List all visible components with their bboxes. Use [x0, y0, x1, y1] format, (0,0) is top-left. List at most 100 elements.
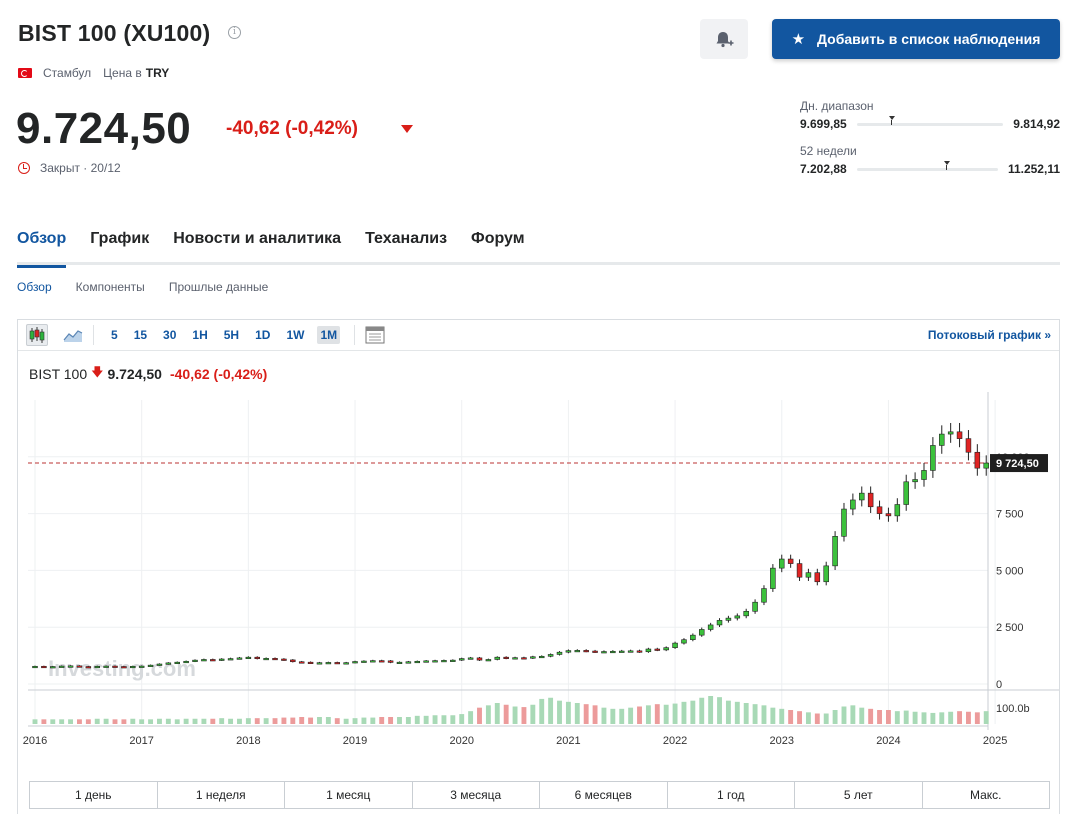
volume-bar — [957, 711, 962, 724]
candle-body — [796, 563, 803, 578]
currency-value: TRY — [145, 66, 170, 80]
subtab-overview[interactable]: Обзор — [17, 280, 52, 294]
range-6m-button[interactable]: 6 месяцев — [540, 782, 668, 808]
x-tick-label: 2024 — [876, 735, 900, 747]
candle-body — [867, 492, 874, 508]
volume-bar — [761, 705, 767, 724]
volume-bar — [139, 719, 145, 724]
volume-bar — [334, 718, 340, 724]
market-status-text: Закрыт · 20/12 — [40, 161, 121, 175]
volume-bar — [32, 719, 38, 724]
volume-bar — [610, 708, 616, 724]
candle-body — [805, 572, 812, 578]
tab-news-analytics[interactable]: Новости и аналитика — [173, 230, 342, 247]
currency-label: Цена в — [103, 66, 142, 80]
interval-30[interactable]: 30 — [163, 328, 177, 342]
star-icon: ★ — [791, 31, 806, 48]
volume-bar — [263, 718, 269, 724]
x-tick-label: 2021 — [556, 735, 580, 747]
info-icon[interactable]: i — [228, 26, 241, 39]
candle-body — [387, 660, 394, 663]
interval-5[interactable]: 5 — [111, 328, 118, 342]
add-to-watchlist-button[interactable]: ★ Добавить в список наблюдения — [772, 19, 1060, 59]
candle-body — [912, 479, 918, 483]
chart-change: -40,62 (-0,42%) — [169, 365, 268, 382]
volume-bar — [734, 701, 740, 724]
range-3m-button[interactable]: 3 месяца — [413, 782, 540, 808]
volume-bar — [877, 710, 882, 724]
volume-bar — [717, 697, 722, 724]
candle-body — [147, 664, 154, 667]
week52-range-label: 52 недели — [800, 144, 857, 158]
current-price-tag — [990, 454, 1048, 473]
range-1m-button[interactable]: 1 месяц — [285, 782, 413, 808]
volume-bar — [512, 706, 518, 724]
area-type-button[interactable] — [62, 324, 84, 346]
volume-bar — [94, 718, 100, 724]
volume-bar — [397, 717, 402, 724]
candle-body — [530, 656, 536, 659]
candle-body — [67, 665, 74, 668]
volume-bar — [583, 704, 589, 724]
live-chart-link[interactable]: Потоковый график » — [927, 328, 1051, 342]
volume-bar — [361, 717, 367, 724]
volume-bar — [157, 718, 162, 724]
candle-body — [316, 662, 323, 665]
volume-bar — [912, 711, 918, 724]
volume-bar — [68, 719, 74, 724]
price-chart[interactable]: 2016 2017 2018 2019 2020 2021 2022 2023 2024 2025… — [18, 392, 1059, 752]
candle-body — [707, 624, 714, 630]
volume-bar — [423, 715, 429, 724]
candle-body — [458, 658, 465, 661]
interval-1h[interactable]: 1H — [192, 328, 208, 342]
candle-body — [974, 451, 981, 469]
candle-body — [538, 655, 545, 659]
volume-bar — [850, 705, 856, 724]
chart-settings-button[interactable] — [364, 324, 386, 346]
range-1y-button[interactable]: 1 год — [668, 782, 795, 808]
volume-bar — [752, 704, 758, 724]
candle-body — [112, 665, 118, 668]
candle-body — [76, 665, 83, 668]
day-range-marker — [888, 115, 895, 125]
interval-1w[interactable]: 1W — [286, 328, 305, 342]
volume-bar — [201, 718, 207, 724]
volume-bar — [948, 711, 954, 724]
day-range-low: 9.699,85 — [800, 117, 847, 131]
candle-body — [814, 572, 821, 583]
interval-1m[interactable]: 1M — [317, 326, 341, 344]
candle-body — [494, 656, 501, 660]
tab-overview[interactable]: Обзор — [17, 228, 67, 268]
candlestick-type-button[interactable] — [26, 324, 48, 346]
subtab-components[interactable]: Компоненты — [75, 280, 145, 294]
instrument-meta: Стамбул Цена в TRY — [18, 66, 169, 80]
subtab-historical[interactable]: Прошлые данные — [168, 280, 269, 294]
volume-bar — [823, 713, 829, 724]
range-5y-button[interactable]: 5 лет — [795, 782, 923, 808]
volume-bar — [308, 717, 314, 724]
candle-body — [130, 665, 136, 669]
interval-5h[interactable]: 5H — [223, 328, 240, 342]
volume-bar — [965, 711, 971, 724]
candle-body — [272, 658, 278, 661]
range-1d-button[interactable]: 1 день — [30, 782, 158, 808]
interval-1d[interactable]: 1D — [255, 328, 271, 342]
tab-forum[interactable]: Форум — [471, 230, 525, 247]
create-alert-button[interactable] — [700, 19, 748, 59]
candle-body — [716, 620, 723, 626]
down-arrow-icon — [401, 125, 413, 133]
candle-body — [770, 567, 776, 589]
x-tick-label: 2022 — [663, 735, 687, 747]
tab-chart[interactable]: График — [90, 230, 150, 247]
chart-toolbar: 5 15 30 1H 5H 1D 1W 1M Потоковый график … — [18, 320, 1059, 351]
candle-body — [254, 656, 260, 659]
volume-bar — [379, 717, 385, 724]
candle-body — [592, 650, 598, 653]
range-max-button[interactable]: Макс. — [969, 788, 1002, 802]
range-1w-button[interactable]: 1 неделя — [158, 782, 285, 808]
x-tick-label: 2016 — [23, 735, 47, 747]
tab-technical[interactable]: Теханализ — [365, 230, 448, 247]
y-tick-label: 5 000 — [996, 565, 1024, 577]
candle-body — [823, 565, 829, 583]
interval-15[interactable]: 15 — [133, 328, 148, 342]
